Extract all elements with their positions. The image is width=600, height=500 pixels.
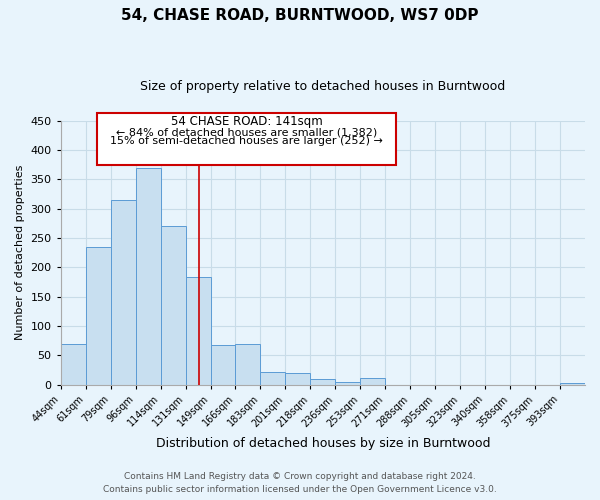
Text: Contains HM Land Registry data © Crown copyright and database right 2024.: Contains HM Land Registry data © Crown c… — [124, 472, 476, 481]
Y-axis label: Number of detached properties: Number of detached properties — [15, 165, 25, 340]
Text: 54, CHASE ROAD, BURNTWOOD, WS7 0DP: 54, CHASE ROAD, BURNTWOOD, WS7 0DP — [121, 8, 479, 22]
Bar — [161, 226, 185, 384]
Bar — [361, 378, 385, 384]
X-axis label: Distribution of detached houses by size in Burntwood: Distribution of detached houses by size … — [155, 437, 490, 450]
Text: ← 84% of detached houses are smaller (1,382): ← 84% of detached houses are smaller (1,… — [116, 127, 377, 137]
FancyBboxPatch shape — [97, 112, 396, 166]
Bar — [61, 344, 86, 384]
Bar — [110, 200, 136, 384]
Bar — [86, 247, 110, 384]
Bar — [286, 373, 310, 384]
Title: Size of property relative to detached houses in Burntwood: Size of property relative to detached ho… — [140, 80, 505, 93]
Bar — [560, 383, 585, 384]
Bar — [136, 168, 161, 384]
Bar — [335, 382, 361, 384]
Text: 54 CHASE ROAD: 141sqm: 54 CHASE ROAD: 141sqm — [171, 116, 323, 128]
Bar — [235, 344, 260, 384]
Bar — [211, 345, 235, 385]
Bar — [310, 379, 335, 384]
Text: Contains public sector information licensed under the Open Government Licence v3: Contains public sector information licen… — [103, 485, 497, 494]
Bar — [260, 372, 286, 384]
Text: 15% of semi-detached houses are larger (252) →: 15% of semi-detached houses are larger (… — [110, 136, 383, 146]
Bar — [185, 278, 211, 384]
